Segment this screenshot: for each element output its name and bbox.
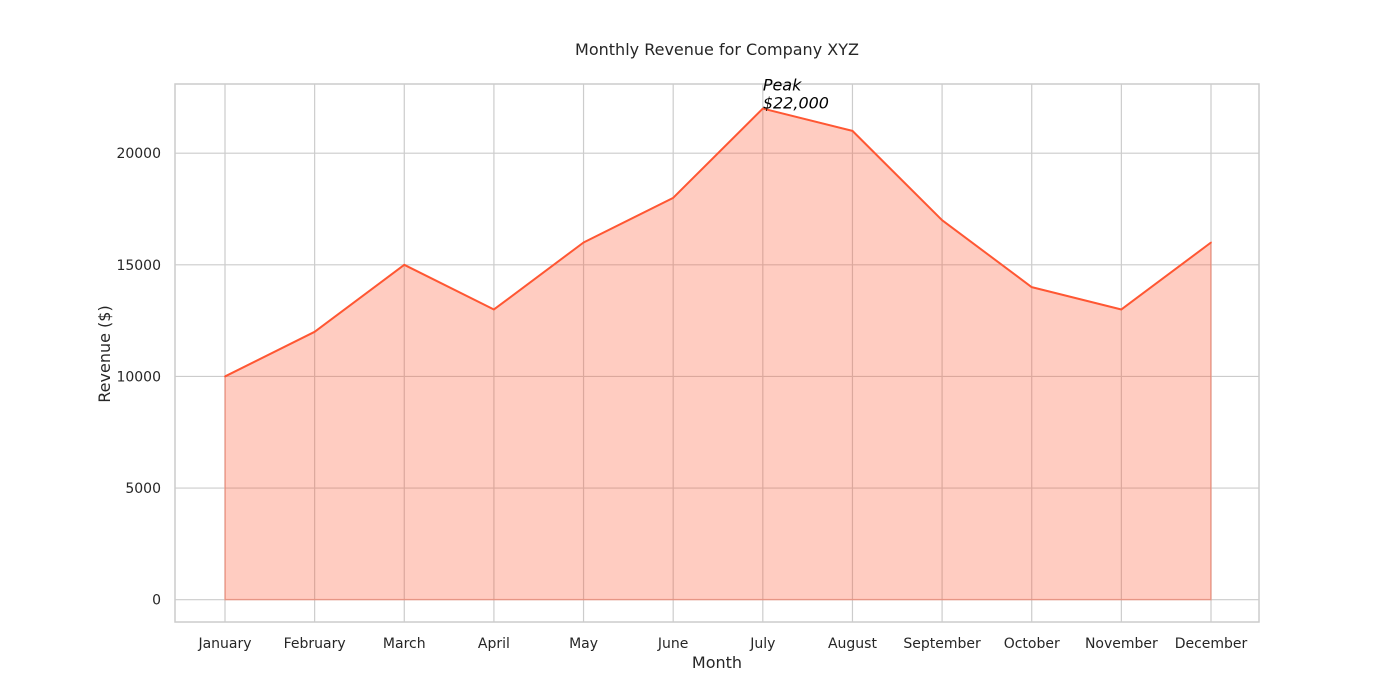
data-point [582, 241, 585, 244]
area-fill [224, 107, 1212, 601]
x-tick-label: January [197, 636, 251, 652]
plot-border [174, 83, 1260, 623]
x-tick-label: July [749, 636, 775, 652]
y-tick-label: 15000 [116, 258, 161, 274]
x-tick-label: March [383, 636, 426, 652]
peak-annotation-label: Peak [763, 76, 802, 95]
x-tick-label: August [828, 636, 878, 652]
data-point [313, 330, 316, 333]
x-tick-label: May [569, 636, 598, 652]
data-point [493, 308, 495, 311]
x-tick-label: September [903, 636, 981, 652]
data-point [851, 130, 854, 132]
data-point [224, 375, 226, 378]
data-point [1120, 308, 1123, 311]
peak-annotation: Peak $22,000 [763, 76, 829, 113]
y-axis-label: Revenue ($) [95, 305, 114, 402]
data-point [1030, 286, 1033, 288]
x-tick-label: February [284, 636, 346, 652]
y-tick-label: 10000 [116, 369, 161, 385]
x-tick-label: April [478, 636, 510, 652]
y-tick-label: 5000 [125, 481, 161, 497]
data-point [762, 107, 764, 110]
data-point [672, 197, 674, 199]
y-tick-label: 20000 [116, 146, 161, 162]
data-point [941, 219, 943, 221]
x-axis-label: Month [692, 653, 742, 672]
chart-title: Monthly Revenue for Company XYZ [575, 40, 859, 59]
x-tick-labels: January February March April May June July Augu… [197, 636, 1247, 652]
data-point [1210, 241, 1212, 244]
x-tick-label: November [1085, 636, 1158, 652]
revenue-line [224, 107, 1212, 378]
peak-annotation-value: $22,000 [763, 94, 829, 113]
plot-frame [174, 83, 1260, 623]
y-tick-label: 0 [152, 593, 161, 609]
y-tick-labels: 0 5000 10000 15000 20000 [116, 146, 161, 608]
x-tick-label: October [1004, 636, 1060, 652]
data-point [403, 264, 406, 266]
area-series [224, 107, 1212, 601]
x-tick-label: June [657, 636, 689, 652]
x-tick-label: December [1175, 636, 1248, 652]
